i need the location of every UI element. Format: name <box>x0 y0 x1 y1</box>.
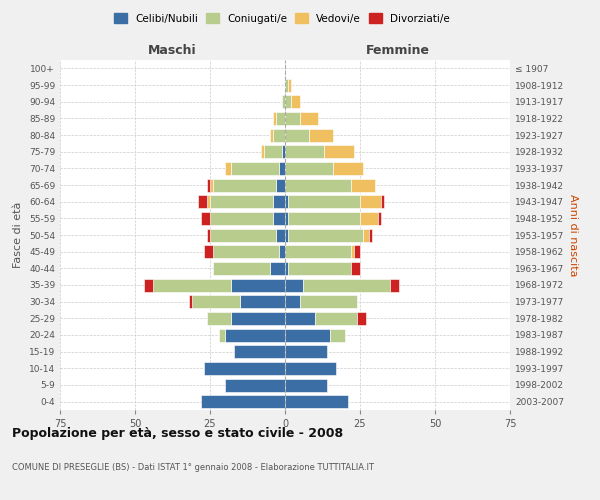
Bar <box>213 245 279 258</box>
Bar <box>285 195 288 208</box>
Bar <box>351 245 354 258</box>
Y-axis label: Fasce di età: Fasce di età <box>13 202 23 268</box>
Bar <box>288 228 363 241</box>
Bar <box>201 395 285 408</box>
Bar <box>285 178 351 192</box>
Bar <box>288 195 360 208</box>
Bar <box>270 128 273 141</box>
Bar <box>291 95 300 108</box>
Bar <box>285 378 327 392</box>
Bar <box>351 262 360 275</box>
Bar <box>273 112 276 125</box>
Bar <box>285 345 327 358</box>
Bar <box>264 145 282 158</box>
Bar <box>357 312 366 325</box>
Bar <box>273 212 285 225</box>
Bar <box>285 212 288 225</box>
Bar <box>330 328 345 342</box>
Bar <box>282 145 285 158</box>
Bar <box>273 195 285 208</box>
Bar <box>285 95 291 108</box>
Bar <box>225 328 285 342</box>
Bar <box>285 262 288 275</box>
Bar <box>231 162 279 175</box>
Bar <box>210 212 273 225</box>
Bar <box>360 195 381 208</box>
Bar <box>300 295 357 308</box>
Bar <box>207 312 231 325</box>
Bar <box>189 295 192 308</box>
Bar <box>285 395 348 408</box>
Bar <box>231 312 285 325</box>
Bar <box>273 128 285 141</box>
Bar <box>198 195 207 208</box>
Bar <box>276 112 285 125</box>
Bar <box>285 278 303 291</box>
Bar <box>285 112 300 125</box>
Bar <box>207 195 210 208</box>
Bar <box>225 162 231 175</box>
Text: COMUNE DI PRESEGLIE (BS) - Dati ISTAT 1° gennaio 2008 - Elaborazione TUTTITALIA.: COMUNE DI PRESEGLIE (BS) - Dati ISTAT 1°… <box>12 462 374 471</box>
Bar <box>210 228 276 241</box>
Bar <box>285 312 315 325</box>
Bar <box>279 162 285 175</box>
Text: Femmine: Femmine <box>365 44 430 57</box>
Bar <box>192 295 240 308</box>
Bar <box>276 178 285 192</box>
Bar <box>270 262 285 275</box>
Bar <box>225 378 285 392</box>
Bar <box>285 145 324 158</box>
Bar <box>285 328 330 342</box>
Bar <box>144 278 153 291</box>
Bar <box>309 128 333 141</box>
Bar <box>351 178 375 192</box>
Bar <box>279 245 285 258</box>
Bar <box>285 295 300 308</box>
Bar <box>288 78 291 92</box>
Y-axis label: Anni di nascita: Anni di nascita <box>568 194 578 276</box>
Bar <box>285 162 333 175</box>
Bar <box>360 212 378 225</box>
Bar <box>261 145 264 158</box>
Legend: Celibi/Nubili, Coniugati/e, Vedovi/e, Divorziati/e: Celibi/Nubili, Coniugati/e, Vedovi/e, Di… <box>111 10 453 26</box>
Bar <box>333 162 363 175</box>
Bar <box>354 245 360 258</box>
Bar <box>240 295 285 308</box>
Bar <box>285 228 288 241</box>
Bar <box>300 112 318 125</box>
Bar <box>201 212 210 225</box>
Bar <box>285 362 336 375</box>
Text: Maschi: Maschi <box>148 44 197 57</box>
Bar <box>204 362 285 375</box>
Bar <box>303 278 390 291</box>
Bar <box>378 212 381 225</box>
Bar <box>153 278 231 291</box>
Bar <box>213 262 270 275</box>
Bar <box>210 178 213 192</box>
Bar <box>207 178 210 192</box>
Bar <box>285 78 288 92</box>
Bar <box>285 128 309 141</box>
Bar <box>315 312 357 325</box>
Bar <box>285 245 351 258</box>
Bar <box>219 328 225 342</box>
Bar <box>381 195 384 208</box>
Bar <box>231 278 285 291</box>
Bar <box>234 345 285 358</box>
Bar <box>390 278 399 291</box>
Bar <box>207 228 210 241</box>
Bar <box>210 195 273 208</box>
Bar <box>276 228 285 241</box>
Bar <box>324 145 354 158</box>
Text: Popolazione per età, sesso e stato civile - 2008: Popolazione per età, sesso e stato civil… <box>12 428 343 440</box>
Bar <box>213 178 276 192</box>
Bar <box>288 212 360 225</box>
Bar <box>204 245 213 258</box>
Bar <box>282 95 285 108</box>
Bar <box>363 228 369 241</box>
Bar <box>369 228 372 241</box>
Bar <box>288 262 351 275</box>
